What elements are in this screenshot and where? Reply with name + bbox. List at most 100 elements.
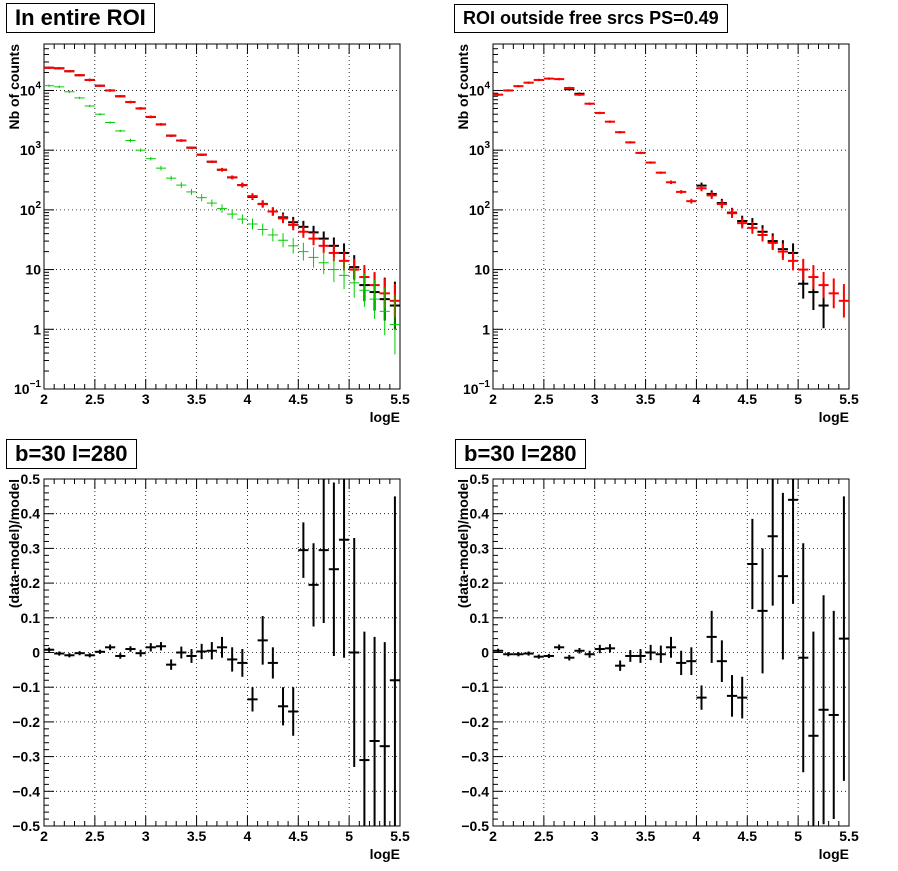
data-point	[706, 191, 717, 199]
data-point	[247, 193, 258, 200]
data-point	[676, 190, 687, 194]
data-point	[145, 643, 156, 652]
data-point	[543, 653, 555, 659]
x-tick-label: 4.5	[289, 391, 309, 407]
data-point	[145, 115, 156, 119]
data-point	[247, 687, 258, 712]
data-point	[257, 223, 268, 236]
y-tick-label: 0.4	[21, 506, 41, 522]
y-tick-label: −0.2	[12, 714, 40, 730]
data-point	[625, 650, 636, 662]
series-2	[44, 67, 400, 302]
axes: 2 2.5 3 3.5 4 4.5 5 5.5 −0.5 −0.4 −0.3 −0.2 −0.1 0 0.1…	[461, 471, 859, 844]
panel-3-title: b=30 l=280	[6, 439, 137, 469]
data-point	[594, 111, 605, 115]
data-point	[115, 653, 126, 659]
data-point	[74, 651, 85, 656]
data-point	[227, 647, 238, 672]
data-point	[206, 642, 217, 660]
x-tick-label: 2.5	[85, 828, 105, 844]
data-point	[328, 482, 339, 656]
data-point	[818, 595, 829, 825]
data-point	[237, 214, 248, 224]
x-tick-label: 5	[794, 391, 802, 407]
data-point	[105, 121, 116, 124]
x-tick-label: 5	[794, 828, 802, 844]
data-point	[379, 642, 390, 826]
data-point	[288, 238, 299, 254]
data-point	[176, 139, 187, 142]
data-point	[135, 649, 146, 657]
y-tick-label: 0.2	[470, 575, 490, 591]
data-point	[635, 649, 646, 663]
data-point	[74, 96, 85, 100]
data-point	[838, 496, 849, 781]
x-tick-label: 3.5	[187, 391, 207, 407]
data-point	[298, 242, 309, 261]
data-point	[543, 77, 555, 80]
data-point	[584, 650, 595, 658]
data-point	[216, 167, 228, 172]
data-point	[267, 228, 278, 242]
data-point	[54, 67, 65, 70]
x-axis-label: logE	[819, 846, 849, 862]
panel-3: 2 2.5 3 3.5 4 4.5 5 5.5 −0.5 −0.4 −0.3 −0.2 −0.1 0 0.1…	[6, 471, 410, 862]
y-tick-label: −0.3	[461, 749, 489, 765]
y-tick-label: 0.3	[470, 540, 490, 556]
data-point	[216, 204, 228, 213]
data-point	[696, 685, 707, 710]
data-point	[777, 492, 788, 660]
data-point	[787, 479, 799, 604]
data-point	[94, 649, 106, 654]
data-point	[747, 518, 758, 610]
x-tick-label: 5	[345, 828, 353, 844]
data-point	[288, 219, 299, 231]
data-point	[125, 100, 136, 104]
data-point	[237, 649, 248, 677]
data-point	[64, 70, 75, 73]
x-tick-label: 3.5	[636, 828, 656, 844]
data-point	[757, 548, 768, 674]
y-tick-label: −0.4	[461, 783, 489, 799]
data-point	[135, 148, 146, 152]
data-point	[828, 278, 839, 309]
data-point	[838, 284, 849, 318]
data-point	[237, 182, 248, 188]
data-point	[726, 208, 738, 218]
data-point	[635, 151, 646, 155]
data-point	[84, 653, 95, 658]
data-point	[349, 537, 360, 768]
axes: 2 2.5 3 3.5 4 4.5 5 5.5 10−1 1 10 102 103 104	[463, 43, 859, 407]
data-point	[665, 180, 677, 185]
data-point	[645, 161, 656, 164]
data-point	[716, 640, 727, 682]
x-tick-label: 3	[142, 391, 150, 407]
y-tick-label: −0.1	[461, 679, 489, 695]
y-tick-label: 1	[482, 321, 490, 337]
panel-2-title: ROI outside free srcs PS=0.49	[454, 4, 728, 33]
y-tick-label: 103	[20, 140, 42, 158]
data-point	[389, 496, 400, 826]
x-tick-label: 3.5	[636, 391, 656, 407]
series-1	[44, 66, 400, 330]
panel-4-title: b=30 l=280	[455, 439, 586, 469]
data-point	[166, 134, 177, 137]
plot-frame	[492, 43, 850, 390]
x-tick-label: 4.5	[738, 391, 758, 407]
x-axis-label: logE	[819, 409, 849, 425]
y-tick-label: 102	[20, 200, 42, 218]
y-tick-label: 0.4	[470, 506, 490, 522]
data-point	[206, 199, 217, 207]
data-point	[267, 647, 278, 679]
series-1	[44, 479, 400, 826]
data-point	[604, 120, 616, 123]
series-1	[493, 479, 849, 826]
data-point	[166, 175, 177, 181]
data-point	[686, 647, 697, 676]
data-point	[125, 646, 136, 652]
data-point	[808, 265, 819, 289]
data-point	[44, 84, 55, 87]
data-point	[318, 251, 329, 275]
y-tick-label: 103	[469, 140, 491, 158]
